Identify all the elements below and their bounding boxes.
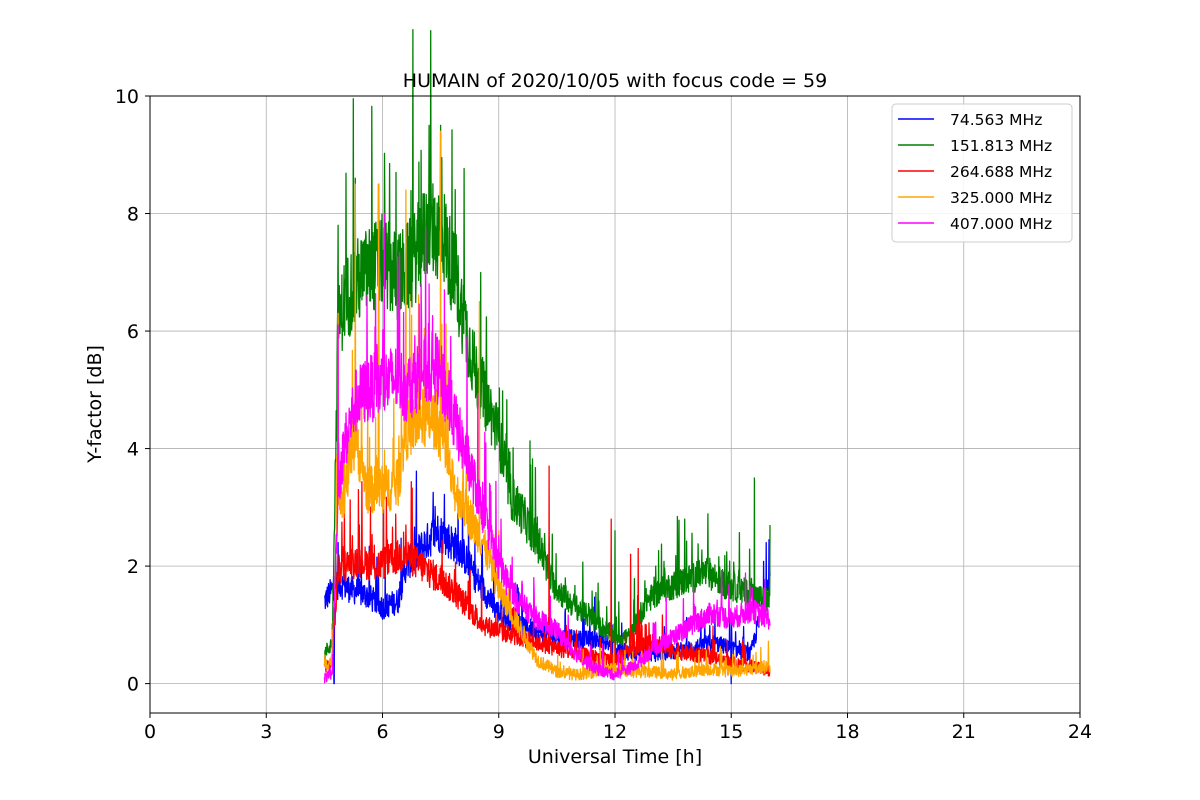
series-line-4 [323, 212, 771, 684]
legend: 74.563 MHz 151.813 MHz 264.688 MHz 325.000 … [891, 103, 1073, 243]
x-axis-label: Universal Time [h] [528, 746, 702, 768]
x-tick-label: 3 [260, 721, 272, 743]
legend-label: 407.000 MHz [950, 215, 1052, 233]
legend-box [891, 103, 1073, 243]
y-axis-label: Y-factor [dB] [84, 345, 106, 464]
x-tick-label: 9 [493, 721, 505, 743]
x-tick-label: 18 [835, 721, 859, 743]
legend-label: 325.000 MHz [950, 189, 1052, 207]
x-axis-ticks: 0 3 6 9 12 15 18 21 24 [144, 713, 1092, 743]
series-line-2 [323, 465, 771, 677]
x-tick-label: 21 [952, 721, 976, 743]
y-tick-label: 10 [115, 86, 139, 108]
y-axis-ticks: 0 2 4 6 8 10 [115, 86, 150, 696]
x-tick-label: 12 [603, 721, 627, 743]
legend-label: 74.563 MHz [950, 111, 1042, 129]
y-tick-label: 2 [127, 556, 139, 578]
x-tick-label: 6 [376, 721, 388, 743]
legend-label: 264.688 MHz [950, 163, 1052, 181]
x-tick-label: 15 [719, 721, 743, 743]
legend-label: 151.813 MHz [950, 137, 1052, 155]
y-tick-label: 0 [127, 674, 139, 696]
chart-title: HUMAIN of 2020/10/05 with focus code = 5… [403, 70, 827, 92]
series-line-1 [323, 28, 771, 661]
x-tick-label: 0 [144, 721, 156, 743]
series-line-3 [323, 130, 771, 681]
y-tick-label: 6 [127, 321, 139, 343]
y-tick-label: 8 [127, 204, 139, 226]
y-tick-label: 4 [127, 439, 139, 461]
series-layer [323, 28, 771, 685]
x-tick-label: 24 [1068, 721, 1092, 743]
